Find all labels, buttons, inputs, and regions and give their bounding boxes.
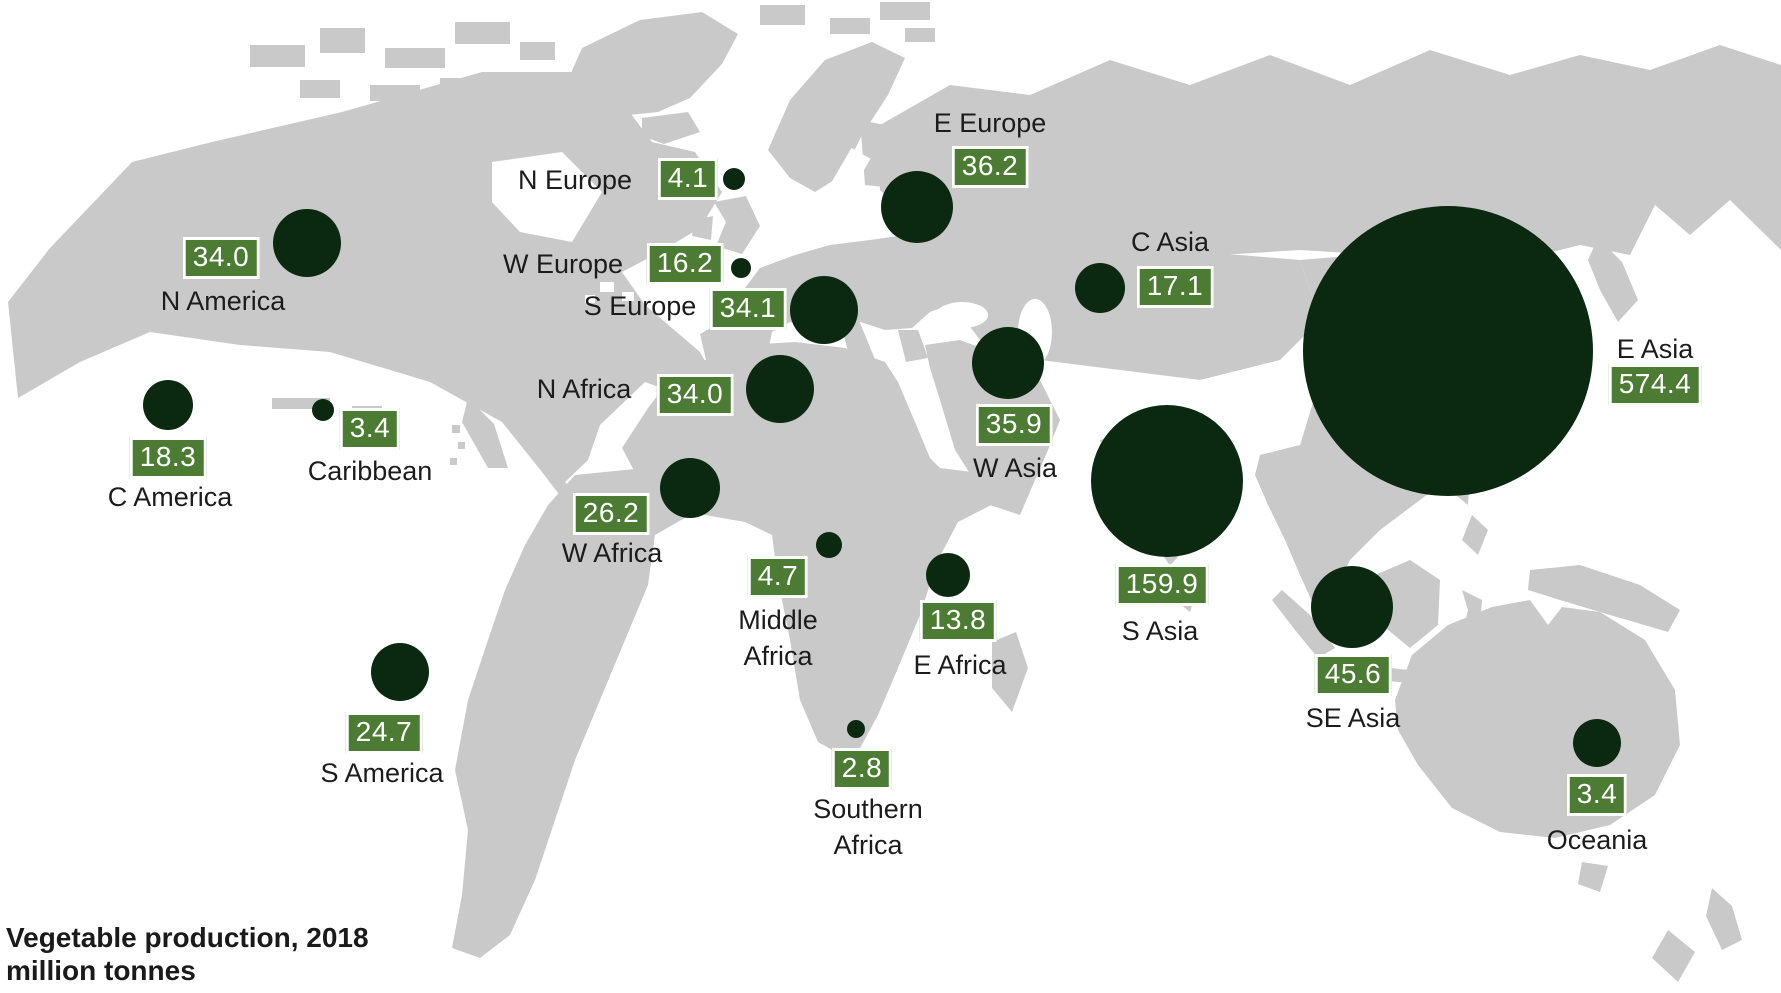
region-bubble <box>371 643 429 701</box>
region-label: S America <box>320 758 444 788</box>
region-label: N America <box>160 286 286 316</box>
region-value-badge: 3.4 <box>1566 774 1628 816</box>
region-bubble <box>143 380 193 430</box>
region-label: W Europe <box>502 249 624 279</box>
region-label: N Europe <box>517 165 633 195</box>
region-bubble <box>312 399 334 421</box>
region-label: Caribbean <box>307 456 433 486</box>
region-label: W Asia <box>972 453 1058 483</box>
region-value-badge: 18.3 <box>129 437 207 479</box>
region-label: N Africa <box>536 374 632 404</box>
region-value-badge: 2.8 <box>831 748 893 790</box>
region-bubble <box>1573 719 1621 767</box>
region-bubble <box>731 258 751 278</box>
region-bubble <box>972 327 1044 399</box>
region-label: E Europe <box>933 108 1047 138</box>
region-bubble <box>790 276 858 344</box>
region-value-badge: 574.4 <box>1608 364 1702 406</box>
region-value-badge: 35.9 <box>975 404 1053 446</box>
region-value-badge: 4.7 <box>747 556 809 598</box>
region-value-badge: 36.2 <box>951 146 1029 188</box>
region-value-badge: 17.1 <box>1136 266 1214 308</box>
region-value-badge: 24.7 <box>345 712 423 754</box>
chart-title: Vegetable production, 2018 <box>6 922 369 953</box>
region-label: Oceania <box>1546 825 1648 855</box>
region-bubble <box>746 355 814 423</box>
region-bubble <box>1303 206 1593 496</box>
region-label: C Asia <box>1130 227 1210 257</box>
region-bubble <box>1075 263 1125 313</box>
region-label: S Europe <box>583 291 697 321</box>
region-bubble <box>881 171 953 243</box>
region-bubble <box>273 209 341 277</box>
region-label: S Asia <box>1121 616 1199 646</box>
region-bubble <box>926 553 970 597</box>
region-value-badge: 34.0 <box>656 374 734 416</box>
region-value-badge: 16.2 <box>646 243 724 285</box>
region-value-badge: 34.0 <box>182 237 260 279</box>
region-label: C America <box>107 482 233 512</box>
region-label: E Asia <box>1616 334 1694 364</box>
region-label: SE Asia <box>1305 703 1401 733</box>
chart-title-block: Vegetable production, 2018 million tonne… <box>6 921 369 987</box>
region-label: Middle Africa <box>738 605 818 671</box>
region-bubble <box>1311 566 1393 648</box>
region-label: W Africa <box>561 538 663 568</box>
region-bubble <box>723 168 745 190</box>
region-bubble <box>1091 405 1243 557</box>
region-value-badge: 34.1 <box>709 288 787 330</box>
region-bubble <box>660 458 720 518</box>
region-value-badge: 13.8 <box>919 600 997 642</box>
region-label: Southern Africa <box>813 794 923 860</box>
region-value-badge: 3.4 <box>339 408 401 450</box>
region-label: E Africa <box>913 650 1007 680</box>
chart-subtitle: million tonnes <box>6 955 196 986</box>
region-value-badge: 45.6 <box>1314 654 1392 696</box>
region-bubble <box>847 720 865 738</box>
region-bubble <box>816 532 842 558</box>
region-value-badge: 26.2 <box>572 493 650 535</box>
region-value-badge: 159.9 <box>1115 564 1209 606</box>
region-value-badge: 4.1 <box>657 158 719 200</box>
